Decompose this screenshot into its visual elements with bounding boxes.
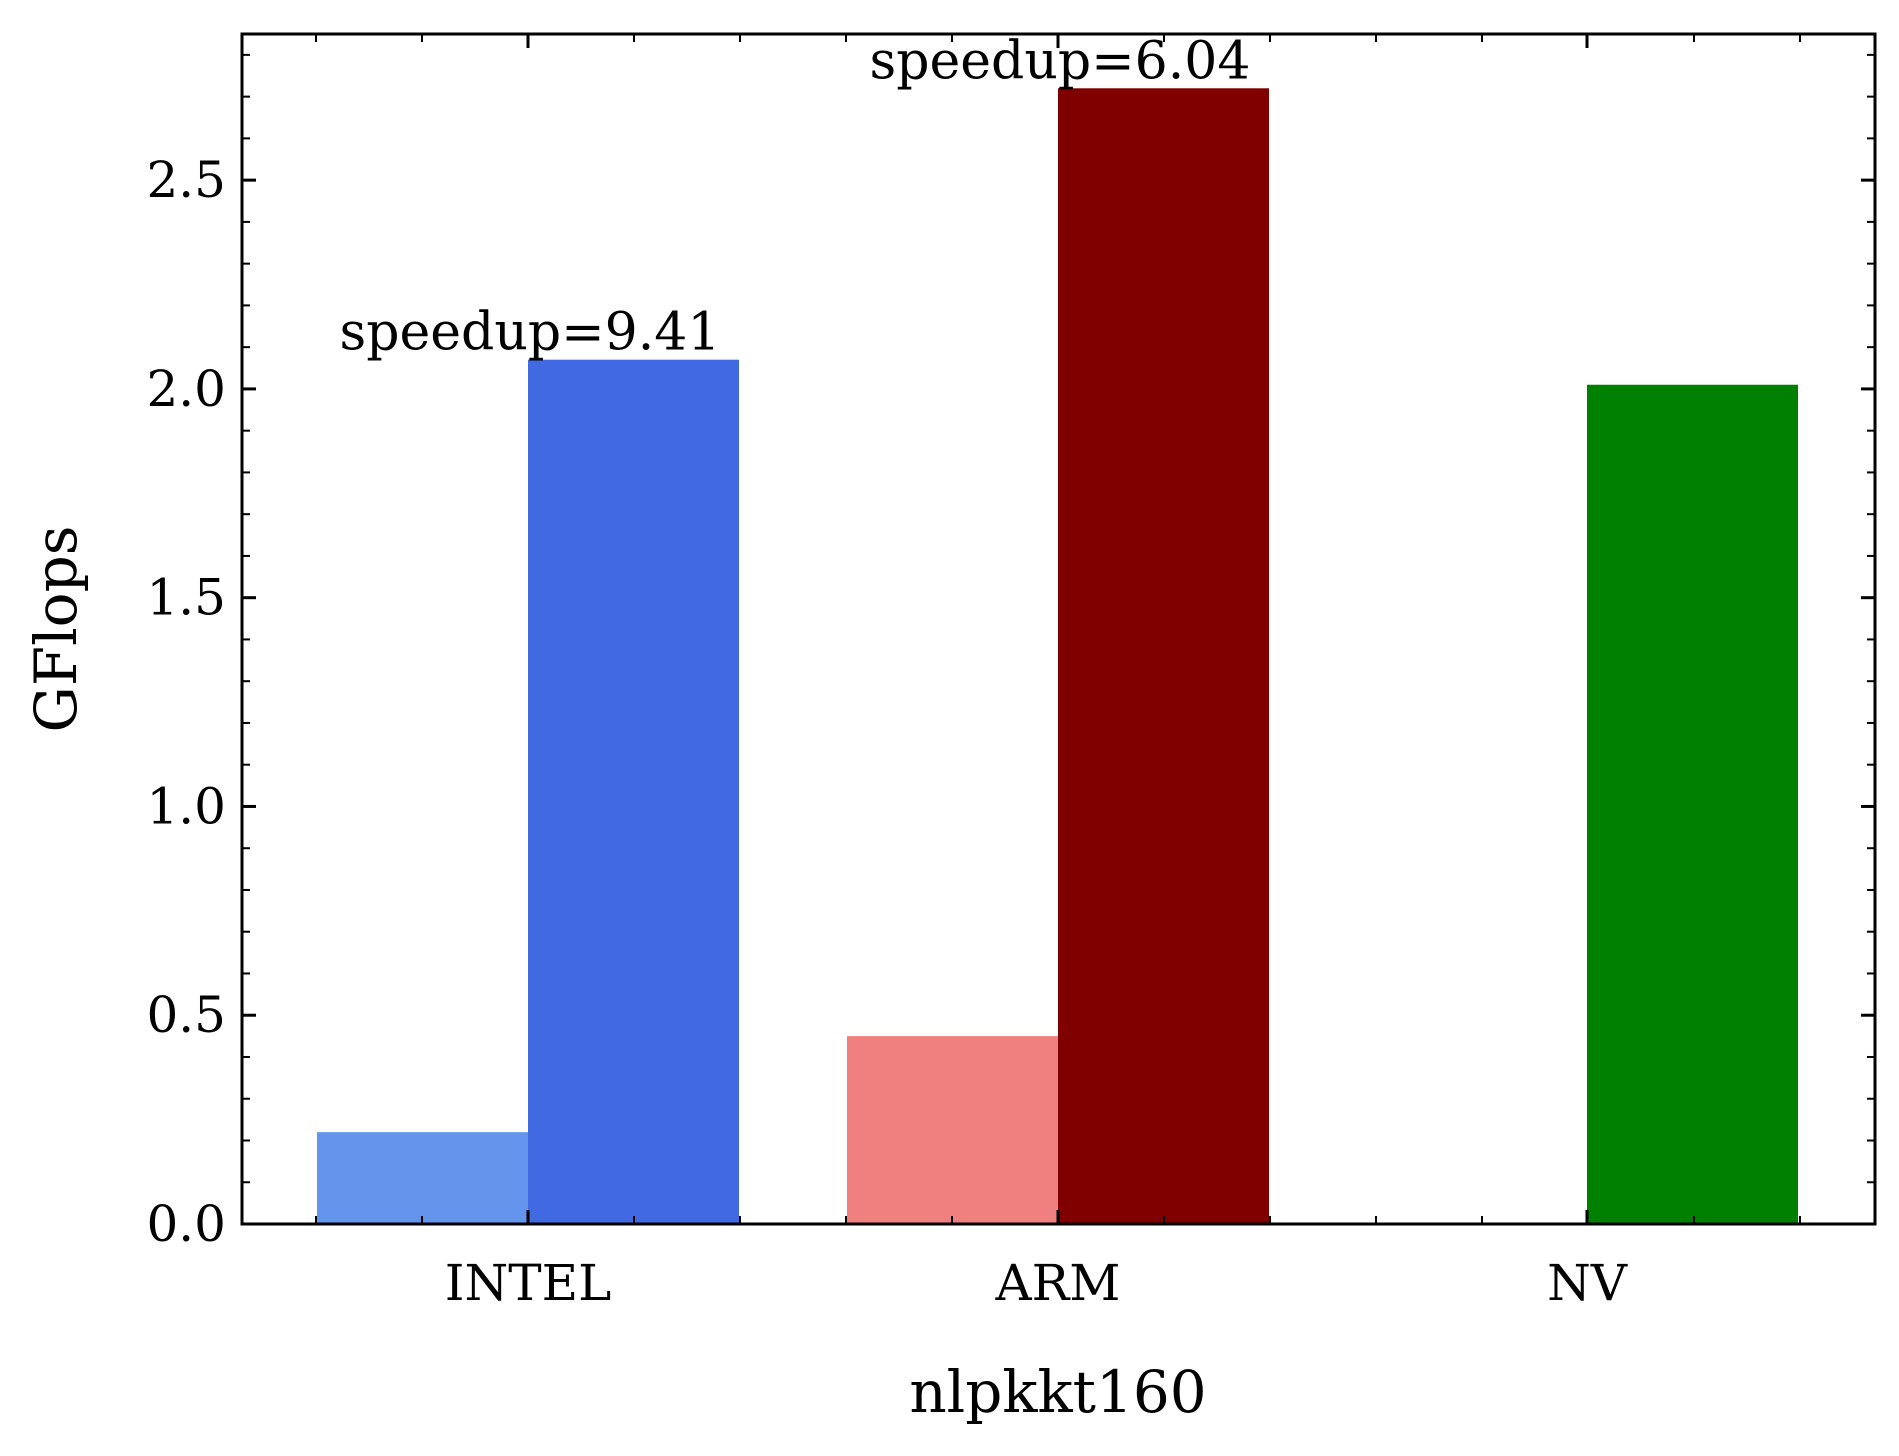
- y-tick-label: 2.5: [146, 151, 226, 209]
- ticks-layer: [242, 34, 1875, 1226]
- bar-arm-optimized: [1058, 88, 1269, 1224]
- y-axis-label: GFlops: [22, 526, 90, 733]
- y-tick-label: 0.5: [146, 986, 226, 1044]
- bar-intel-baseline: [317, 1132, 528, 1224]
- bars-layer: [317, 88, 1798, 1225]
- bar-arm-baseline: [847, 1036, 1058, 1224]
- x-tick-label-intel: INTEL: [445, 1254, 612, 1312]
- speedup-annotation-arm: speedup=6.04: [870, 31, 1251, 91]
- y-tick-label: 1.5: [146, 569, 226, 627]
- speedup-annotation-intel: speedup=9.41: [340, 303, 721, 363]
- y-tick-label: 2.0: [146, 360, 226, 418]
- x-tick-label-arm: ARM: [995, 1254, 1121, 1312]
- bar-nv-optimized: [1587, 384, 1798, 1225]
- x-axis-label: nlpkkt160: [909, 1358, 1206, 1426]
- y-tick-label: 1.0: [146, 777, 226, 835]
- bar-intel-optimized: [528, 359, 739, 1224]
- x-tick-label-nv: NV: [1547, 1254, 1628, 1312]
- plot-frame: [240, 32, 1877, 1226]
- labels-layer: 0.0 0.5 1.0 1.5 2.0 2.5 INTEL ARM NV speedup=9.41…: [146, 31, 1627, 1312]
- y-tick-label: 0.0: [146, 1195, 226, 1253]
